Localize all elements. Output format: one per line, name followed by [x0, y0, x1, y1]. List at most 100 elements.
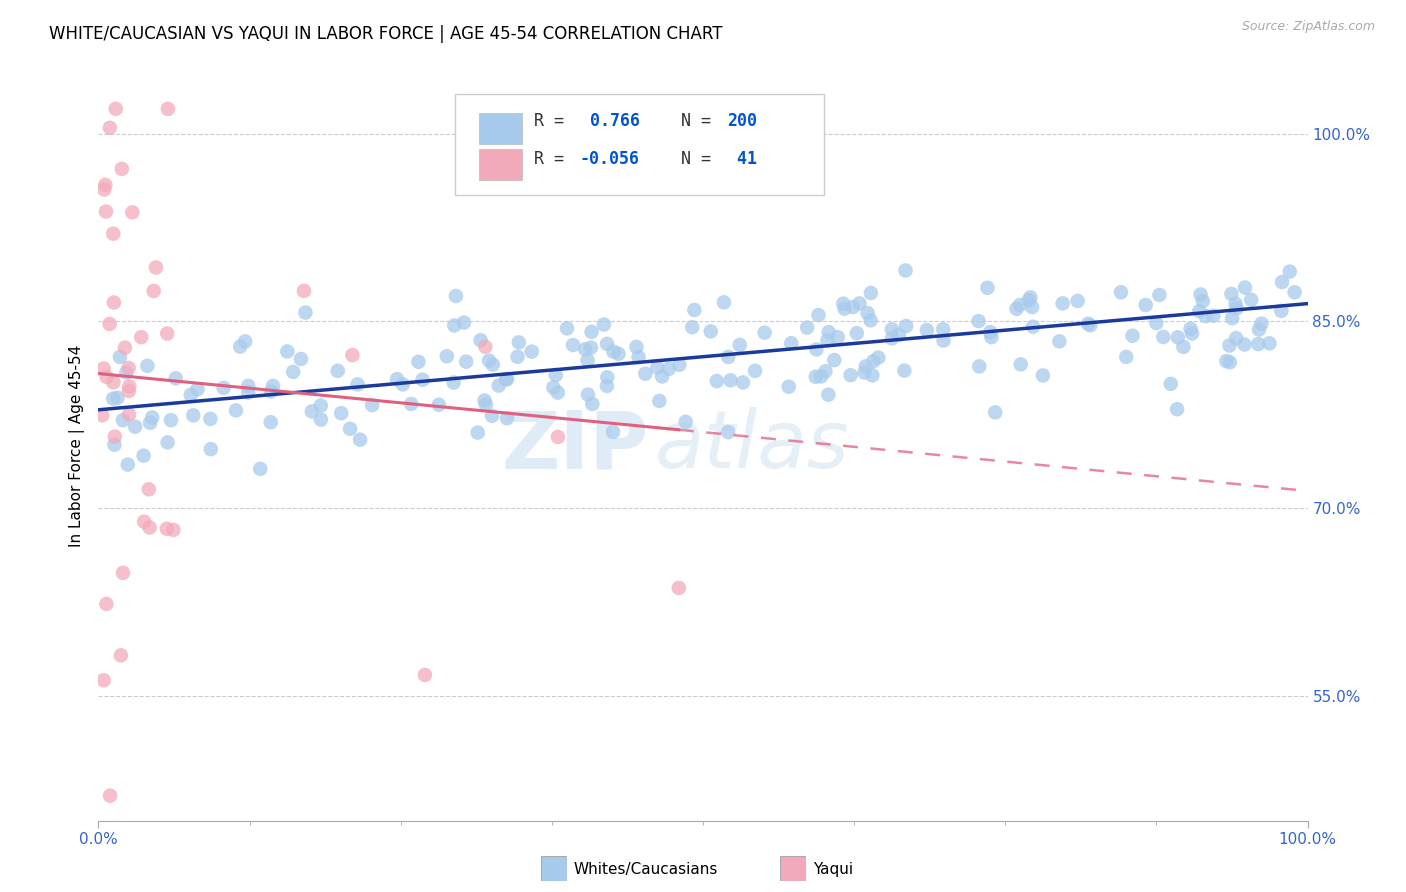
Point	[443, 318, 465, 333]
Point	[156, 522, 179, 536]
Point	[1066, 293, 1088, 308]
Point	[967, 314, 990, 328]
FancyBboxPatch shape	[479, 149, 522, 180]
Point	[932, 334, 955, 348]
Point	[391, 377, 413, 392]
Point	[1077, 317, 1099, 331]
Point	[1181, 326, 1204, 341]
Point	[1160, 376, 1182, 391]
Point	[107, 391, 129, 405]
Point	[160, 413, 183, 427]
Point	[112, 566, 135, 580]
Point	[342, 348, 364, 362]
Point	[212, 381, 235, 395]
Point	[1195, 309, 1218, 323]
Text: R =: R =	[534, 112, 574, 130]
Point	[349, 433, 371, 447]
Point	[165, 371, 187, 385]
Point	[681, 320, 703, 334]
Point	[104, 429, 127, 443]
Point	[103, 392, 125, 406]
Point	[453, 316, 475, 330]
Point	[1258, 336, 1281, 351]
Point	[817, 387, 839, 401]
Point	[979, 325, 1001, 339]
Point	[1121, 328, 1143, 343]
Point	[823, 353, 845, 368]
Point	[309, 412, 332, 426]
Point	[602, 425, 624, 439]
Point	[98, 789, 121, 803]
Point	[658, 361, 681, 376]
Text: ZIP: ZIP	[502, 407, 648, 485]
Point	[856, 306, 879, 320]
Point	[481, 358, 503, 372]
Point	[229, 340, 252, 354]
Point	[860, 368, 883, 383]
Point	[1226, 301, 1249, 316]
Point	[93, 182, 115, 196]
Point	[627, 350, 650, 364]
Point	[562, 338, 585, 352]
Point	[1180, 322, 1202, 336]
Point	[815, 334, 838, 348]
Point	[475, 398, 498, 412]
Text: -0.056: -0.056	[579, 150, 640, 168]
Point	[108, 350, 131, 364]
Point	[283, 365, 305, 379]
Point	[780, 336, 803, 351]
Point	[862, 354, 884, 368]
Text: Yaqui: Yaqui	[813, 863, 853, 877]
Point	[814, 364, 837, 378]
Point	[839, 368, 862, 383]
Point	[124, 419, 146, 434]
Point	[976, 281, 998, 295]
Point	[481, 409, 503, 423]
Point	[713, 295, 735, 310]
Point	[796, 320, 818, 334]
Point	[543, 380, 565, 394]
Point	[1167, 330, 1189, 344]
Point	[290, 351, 312, 366]
Point	[118, 408, 141, 422]
Point	[1189, 287, 1212, 301]
Point	[896, 319, 918, 334]
Point	[413, 668, 436, 682]
Text: R =: R =	[534, 150, 574, 168]
Text: atlas: atlas	[655, 407, 849, 485]
Point	[1115, 350, 1137, 364]
Text: 200: 200	[727, 112, 758, 130]
Point	[436, 349, 458, 363]
Point	[104, 102, 127, 116]
Point	[91, 409, 114, 423]
FancyBboxPatch shape	[456, 94, 824, 195]
Text: Source: ZipAtlas.com: Source: ZipAtlas.com	[1241, 20, 1375, 33]
Point	[132, 515, 155, 529]
Point	[1152, 330, 1174, 344]
Text: WHITE/CAUCASIAN VS YAQUI IN LABOR FORCE | AGE 45-54 CORRELATION CHART: WHITE/CAUCASIAN VS YAQUI IN LABOR FORCE …	[49, 25, 723, 43]
Point	[717, 350, 740, 364]
Point	[145, 260, 167, 275]
Point	[607, 347, 630, 361]
Point	[596, 370, 619, 384]
Point	[845, 326, 868, 341]
Point	[602, 344, 624, 359]
Point	[1005, 301, 1028, 316]
Point	[225, 403, 247, 417]
Point	[880, 322, 903, 336]
Point	[121, 205, 143, 219]
Point	[1220, 287, 1243, 301]
Point	[103, 376, 125, 390]
Point	[326, 364, 349, 378]
Point	[810, 369, 832, 384]
Point	[103, 295, 125, 310]
Point	[94, 204, 117, 219]
Point	[744, 364, 766, 378]
Point	[1109, 285, 1132, 300]
Point	[110, 648, 132, 663]
Point	[626, 340, 648, 354]
Point	[706, 374, 728, 388]
Point	[156, 102, 179, 116]
Text: N =: N =	[661, 112, 721, 130]
Point	[238, 385, 260, 400]
